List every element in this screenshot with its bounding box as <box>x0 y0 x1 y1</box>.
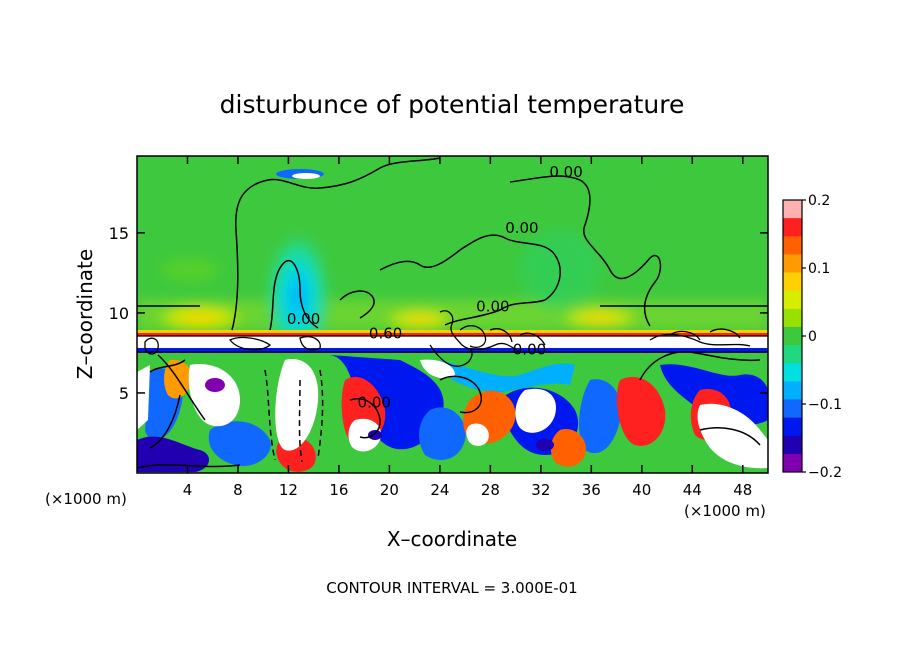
contour-label: 0.00 <box>358 393 391 411</box>
x-tick-label: 4 <box>183 481 193 499</box>
colorbar-swatch <box>783 236 802 255</box>
colorbar-tick-label: 0.2 <box>808 193 830 209</box>
colorbar-tick-label: 0.1 <box>808 261 830 277</box>
x-tick-label: 28 <box>481 481 500 499</box>
x-tick-label: 32 <box>531 481 550 499</box>
x-tick-label: 36 <box>582 481 601 499</box>
contour-label: 0.00 <box>513 341 546 359</box>
contour-label: 0.00 <box>287 310 320 328</box>
colorbar-ticks: 0.2 0.1 0 −0.1 −0.2 <box>802 193 842 481</box>
colorbar-swatch <box>783 435 802 455</box>
colorbar-swatch <box>783 399 802 419</box>
colorbar-tick-label: −0.2 <box>808 465 842 481</box>
y-tick-label: 15 <box>109 224 129 243</box>
contour-interval-note: CONTOUR INTERVAL = 3.000E-01 <box>326 579 577 597</box>
colorbar-swatch <box>783 200 802 219</box>
colorbar-swatch <box>783 308 802 328</box>
colorbar-swatch <box>783 290 802 310</box>
colorbar-swatch <box>783 453 802 473</box>
colorbar-swatch <box>783 381 802 400</box>
colorbar <box>782 199 803 473</box>
x-tick-label: 44 <box>683 481 702 499</box>
contour-label: 0.00 <box>505 219 538 237</box>
y-tick-label: 10 <box>109 304 129 323</box>
colorbar-swatch <box>783 417 802 437</box>
x-tick-label: 20 <box>380 481 399 499</box>
x-axis: 4 8 12 16 20 24 28 32 36 40 44 48 <box>183 156 752 499</box>
x-tick-label: 16 <box>329 481 348 499</box>
colorbar-tick-label: −0.1 <box>808 397 842 413</box>
colorbar-swatch <box>783 218 802 237</box>
colorbar-swatch <box>783 326 802 346</box>
contour-label: 0.60 <box>369 325 402 343</box>
colorbar-swatch <box>783 254 802 274</box>
x-tick-label: 40 <box>632 481 651 499</box>
x-axis-label: X–coordinate <box>387 527 517 551</box>
x-tick-label: 48 <box>733 481 752 499</box>
contour-label: 0.00 <box>549 163 582 181</box>
colorbar-swatch <box>783 363 802 382</box>
contour-lines <box>137 157 768 469</box>
chart-title: disturbunce of potential temperature <box>220 90 685 119</box>
x-unit-left: (×1000 m) <box>45 490 127 508</box>
colorbar-swatch <box>783 345 802 364</box>
plot-frame <box>136 155 769 474</box>
y-axis-label: Z–coordinate <box>73 249 97 379</box>
plot-area: 0.00 0.00 0.00 0.00 0.60 0.00 0.00 <box>137 156 768 473</box>
y-tick-label: 5 <box>119 384 129 403</box>
colorbar-swatch <box>783 272 802 292</box>
x-tick-label: 12 <box>279 481 298 499</box>
x-unit-right: (×1000 m) <box>684 502 766 520</box>
colorbar-tick-label: 0 <box>808 329 817 345</box>
contour-labels: 0.00 0.00 0.00 0.00 0.60 0.00 0.00 <box>287 163 583 412</box>
contour-label: 0.00 <box>476 297 509 315</box>
y-axis: 5 10 15 <box>109 224 768 403</box>
interface-contours <box>137 310 768 367</box>
x-tick-label: 8 <box>233 481 243 499</box>
x-tick-label: 24 <box>430 481 449 499</box>
